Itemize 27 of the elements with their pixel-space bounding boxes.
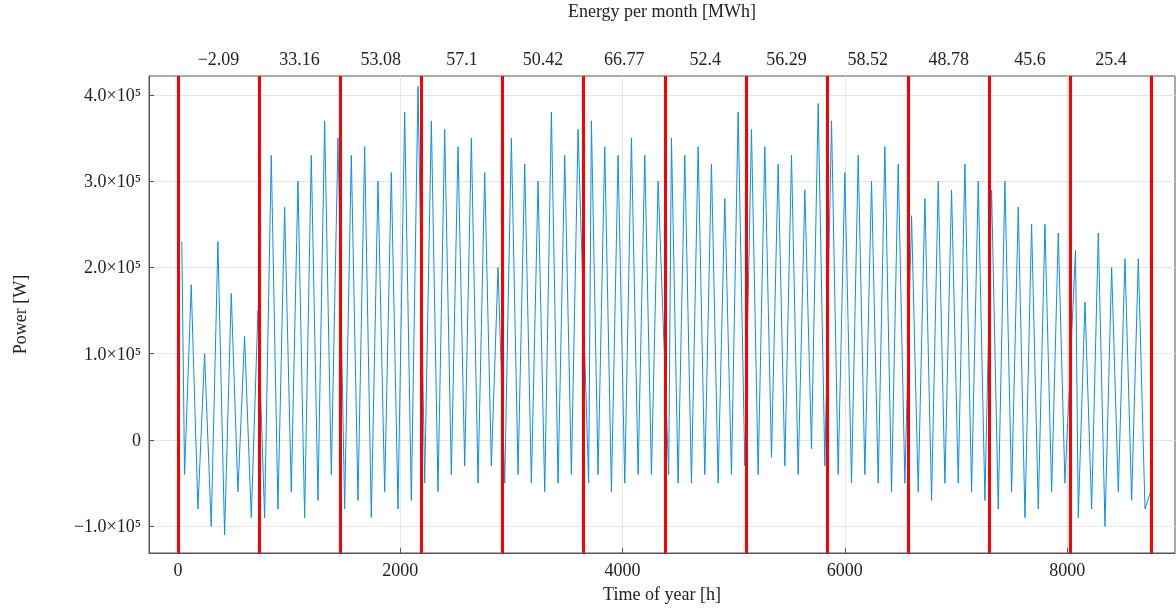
- x-axis-title: Time of year [h]: [603, 584, 721, 604]
- text: 56.29: [766, 49, 807, 69]
- text: 57.1: [446, 49, 478, 69]
- x-tick-label: 8000: [1049, 560, 1086, 580]
- y-tick-label: 4.0×10⁵: [84, 84, 141, 105]
- y-axis-title: Power [W]: [10, 274, 30, 355]
- y-tick-label: 1.0×10⁵: [84, 343, 141, 364]
- y-tick-label: 3.0×10⁵: [84, 171, 141, 192]
- x-tick-label: 4000: [604, 560, 641, 580]
- text: 33.16: [279, 49, 320, 69]
- x2-axis-title: Energy per month [MWh]: [567, 1, 757, 21]
- text: −2.09: [197, 49, 240, 69]
- y-tick-label: 2.0×10⁵: [84, 257, 141, 278]
- y-tick-label: −1.0×10⁵: [73, 516, 141, 537]
- x-tick-label: 6000: [826, 560, 863, 580]
- text: 50.42: [522, 49, 564, 69]
- x-tick-label: 0: [173, 560, 183, 580]
- text: 48.78: [928, 49, 970, 69]
- line-series: [181, 85, 1152, 536]
- text: 58.52: [847, 49, 888, 69]
- text: 53.08: [360, 49, 402, 69]
- x-tick-label: 2000: [382, 560, 419, 580]
- text: 66.77: [603, 49, 645, 69]
- text: 25.4: [1095, 49, 1127, 69]
- y-tick-label: 0: [132, 430, 141, 450]
- text: 45.6: [1014, 49, 1046, 69]
- text: 52.4: [689, 49, 722, 69]
